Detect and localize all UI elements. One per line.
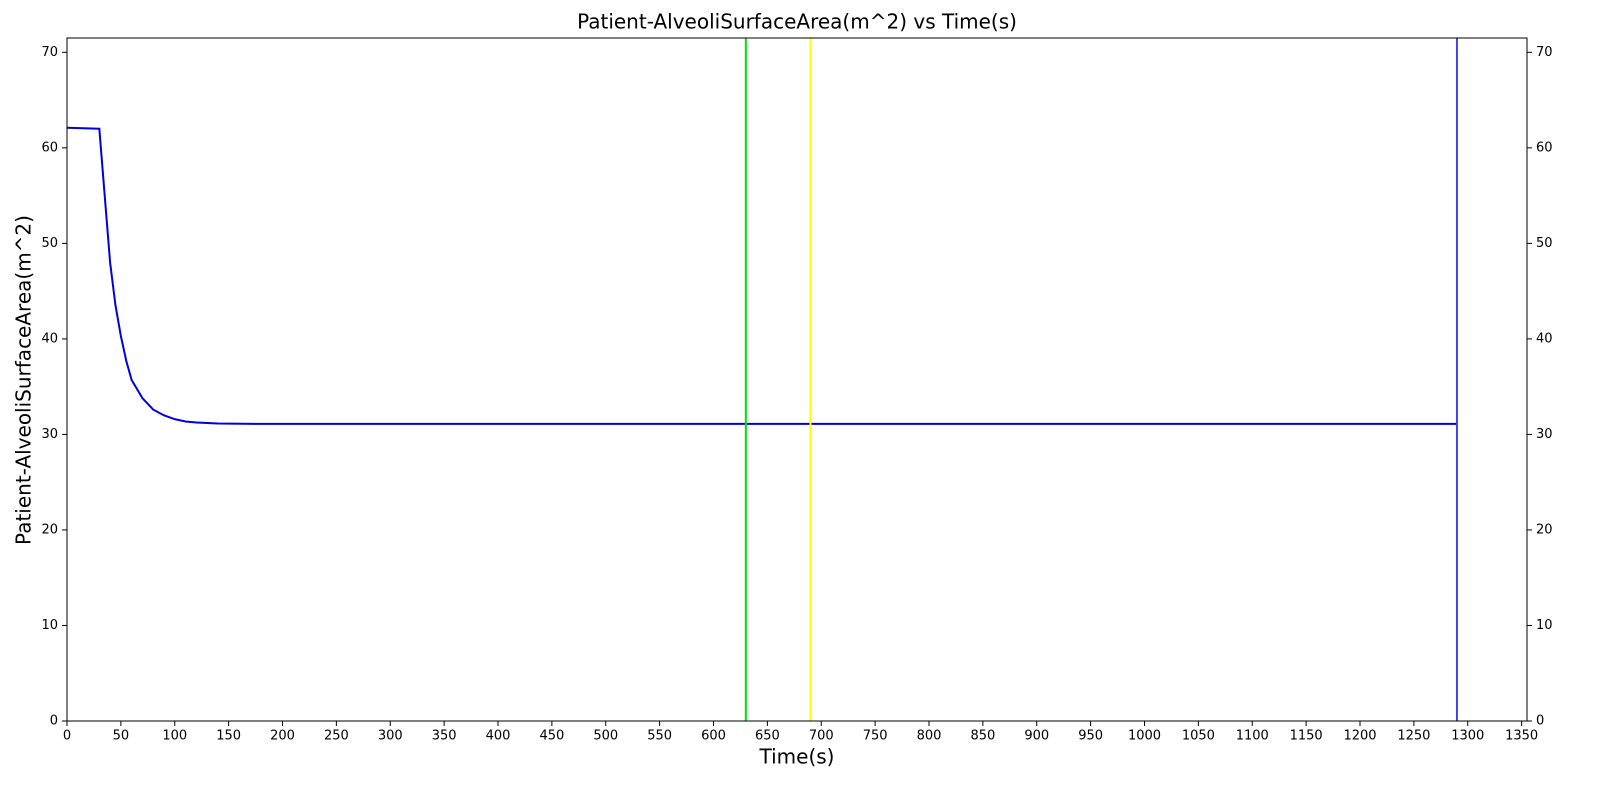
y-tick-label: 0 [50, 714, 58, 729]
x-tick-label: 600 [701, 729, 726, 744]
y-tick-label: 60 [41, 140, 58, 155]
x-tick-label: 1250 [1397, 729, 1430, 744]
x-tick-label: 1300 [1451, 729, 1484, 744]
chart-title: Patient-AlveoliSurfaceArea(m^2) vs Time(… [577, 10, 1017, 34]
x-tick-label: 450 [539, 729, 564, 744]
x-tick-label: 0 [63, 729, 71, 744]
y-tick-label: 70 [41, 45, 58, 60]
x-tick-label: 850 [970, 729, 995, 744]
x-tick-label: 300 [378, 729, 403, 744]
x-tick-label: 200 [270, 729, 295, 744]
x-tick-label: 1100 [1236, 729, 1269, 744]
x-tick-label: 1350 [1505, 729, 1538, 744]
y2-tick-label: 50 [1536, 236, 1553, 251]
y-tick-label: 50 [41, 236, 58, 251]
x-axis-label: Time(s) [759, 745, 835, 769]
y-tick-label: 20 [41, 522, 58, 537]
x-tick-label: 150 [216, 729, 241, 744]
y2-tick-label: 40 [1536, 331, 1553, 346]
x-tick-label: 1200 [1343, 729, 1376, 744]
y-tick-label: 40 [41, 331, 58, 346]
x-tick-label: 750 [863, 729, 888, 744]
y2-tick-label: 20 [1536, 522, 1553, 537]
data-line [66, 126, 1457, 425]
x-tick-label: 800 [917, 729, 942, 744]
x-tick-label: 400 [486, 729, 511, 744]
x-tick-label: 100 [162, 729, 187, 744]
x-tick-label: 500 [593, 729, 618, 744]
x-tick-label: 950 [1078, 729, 1103, 744]
x-tick-label: 900 [1024, 729, 1049, 744]
y2-tick-label: 70 [1536, 45, 1553, 60]
x-tick-label: 350 [432, 729, 457, 744]
y2-tick-label: 60 [1536, 140, 1553, 155]
plot-frame [66, 37, 1528, 722]
y2-tick-label: 0 [1536, 714, 1544, 729]
y2-tick-label: 30 [1536, 427, 1553, 442]
x-tick-label: 1000 [1128, 729, 1161, 744]
x-tick-label: 250 [324, 729, 349, 744]
y-tick-label: 10 [41, 618, 58, 633]
y-axis-label: Patient-AlveoliSurfaceArea(m^2) [12, 215, 36, 545]
y2-tick-label: 10 [1536, 618, 1553, 633]
y-tick-label: 30 [41, 427, 58, 442]
x-tick-label: 50 [113, 729, 130, 744]
x-tick-label: 550 [647, 729, 672, 744]
x-tick-label: 650 [755, 729, 780, 744]
x-tick-label: 1050 [1182, 729, 1215, 744]
x-tick-label: 700 [809, 729, 834, 744]
x-tick-label: 1150 [1290, 729, 1323, 744]
